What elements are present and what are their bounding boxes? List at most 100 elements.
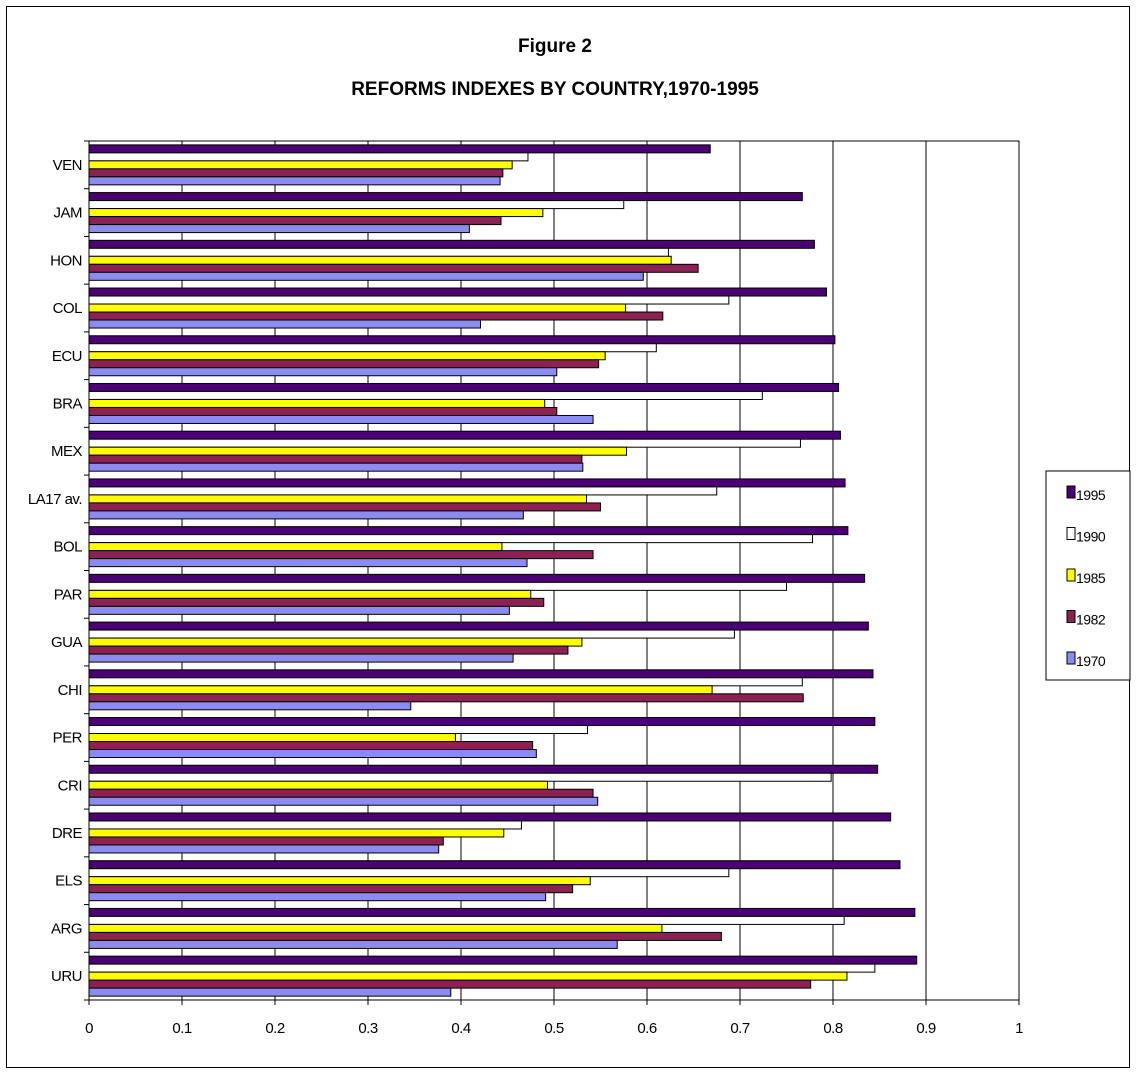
bar-mex-1990 xyxy=(88,438,801,448)
bar-bol-1985 xyxy=(88,542,503,552)
x-tick-label: 1 xyxy=(1015,1020,1023,1037)
bar-ven-1990 xyxy=(88,152,529,162)
bar-ecu-1970 xyxy=(88,367,558,377)
bar-ven-1970 xyxy=(88,176,501,186)
y-tick-label: DRE xyxy=(52,825,83,842)
bar-la17-av-1990 xyxy=(88,486,718,496)
bar-bol-1995 xyxy=(88,526,849,536)
x-tick-label: 0 xyxy=(85,1020,93,1037)
bar-col-1990 xyxy=(88,295,730,305)
legend-swatch-1985 xyxy=(1066,568,1076,582)
y-tick-label: GUA xyxy=(51,634,83,651)
legend-label-1995: 1995 xyxy=(1076,487,1106,503)
bar-dre-1985 xyxy=(88,828,505,838)
y-tick-label: MEX xyxy=(51,443,83,460)
bar-la17-av-1985 xyxy=(88,494,588,504)
x-tick-label: 0.5 xyxy=(544,1020,564,1037)
bar-per-1970 xyxy=(88,749,537,759)
bar-gua-1970 xyxy=(88,653,514,663)
y-tick-label: ELS xyxy=(55,873,82,890)
bar-per-1982 xyxy=(88,741,534,751)
bar-gua-1982 xyxy=(88,645,569,655)
bar-jam-1985 xyxy=(88,208,544,218)
bar-bol-1970 xyxy=(88,558,528,568)
bar-gua-1985 xyxy=(88,637,583,647)
bar-par-1995 xyxy=(88,573,866,583)
bar-gua-1995 xyxy=(88,621,869,631)
bar-bra-1970 xyxy=(88,414,594,424)
bar-bra-1985 xyxy=(88,398,546,408)
y-tick-label: ECU xyxy=(52,348,82,365)
bar-els-1982 xyxy=(88,884,574,894)
x-tick-label: 0.2 xyxy=(265,1020,285,1037)
y-tick-label: BRA xyxy=(53,395,83,412)
bar-jam-1990 xyxy=(88,200,625,210)
bar-hon-1982 xyxy=(88,263,699,273)
bar-la17-av-1970 xyxy=(88,510,524,520)
bar-hon-1995 xyxy=(88,239,815,249)
legend-label-1985: 1985 xyxy=(1076,570,1106,586)
bar-els-1995 xyxy=(88,860,901,870)
x-tick-label: 0.4 xyxy=(451,1020,471,1037)
bar-chi-1985 xyxy=(88,685,713,695)
bar-uru-1970 xyxy=(88,987,452,997)
bar-par-1970 xyxy=(88,605,510,615)
bar-jam-1995 xyxy=(88,192,803,202)
plot-area: VEN JAM HON COL ECU BRA MEX LA17 av. BOL PAR GUA CH… xyxy=(28,140,1024,1037)
y-tick-label: CHI xyxy=(58,682,82,699)
bar-ecu-1985 xyxy=(88,351,606,361)
legend-label-1990: 1990 xyxy=(1076,529,1106,545)
legend-swatch-1990 xyxy=(1066,527,1076,540)
bar-chi-1995 xyxy=(88,669,874,679)
bar-col-1985 xyxy=(88,303,627,313)
legend-swatch-1982 xyxy=(1066,610,1076,623)
x-tick-label: 0.9 xyxy=(916,1020,936,1037)
bar-bra-1990 xyxy=(88,390,763,400)
bar-uru-1982 xyxy=(88,979,812,989)
bar-hon-1985 xyxy=(88,255,672,265)
bar-cri-1982 xyxy=(88,788,594,798)
x-tick-label: 0.6 xyxy=(637,1020,657,1037)
x-tick-label: 0.7 xyxy=(730,1020,750,1037)
bar-col-1982 xyxy=(88,311,664,321)
bar-hon-1990 xyxy=(88,247,669,257)
bar-jam-1970 xyxy=(88,224,470,234)
y-tick-label: URU xyxy=(51,968,82,985)
bar-mex-1982 xyxy=(88,454,583,464)
bar-gua-1990 xyxy=(88,629,735,639)
bar-jam-1982 xyxy=(88,216,502,226)
x-tick-label: 0.8 xyxy=(823,1020,843,1037)
bar-cri-1985 xyxy=(88,780,548,790)
bar-par-1985 xyxy=(88,589,532,599)
bar-la17-av-1995 xyxy=(88,478,846,488)
bar-arg-1985 xyxy=(88,923,663,933)
y-tick-label: BOL xyxy=(53,539,82,556)
bar-cri-1990 xyxy=(88,772,832,782)
bar-els-1985 xyxy=(88,876,591,886)
y-tick-label: JAM xyxy=(54,205,83,222)
bar-arg-1982 xyxy=(88,931,722,941)
legend: 1995 1990 1985 1982 1970 xyxy=(1045,470,1131,681)
bar-ven-1995 xyxy=(88,144,711,154)
bar-la17-av-1982 xyxy=(88,502,601,512)
bar-ecu-1990 xyxy=(88,343,657,353)
legend-swatch-1970 xyxy=(1066,651,1076,665)
y-tick-label: LA17 av. xyxy=(28,491,82,508)
chart-subtitle: REFORMS INDEXES BY COUNTRY,1970-1995 xyxy=(351,79,759,100)
y-tick-label: COL xyxy=(53,300,83,317)
legend-label-1970: 1970 xyxy=(1076,653,1106,669)
bar-par-1982 xyxy=(88,597,545,607)
bar-cri-1995 xyxy=(88,764,879,774)
bar-els-1970 xyxy=(88,892,547,902)
y-tick-label: ARG xyxy=(51,920,82,937)
bar-par-1990 xyxy=(88,581,787,591)
bar-col-1970 xyxy=(88,319,482,329)
bar-dre-1970 xyxy=(88,844,440,854)
bar-uru-1995 xyxy=(88,955,918,965)
bar-bol-1990 xyxy=(88,534,814,544)
legend-swatch-1995 xyxy=(1066,485,1076,499)
bar-arg-1990 xyxy=(88,915,845,925)
bar-ecu-1982 xyxy=(88,359,600,369)
bar-uru-1985 xyxy=(88,971,848,981)
